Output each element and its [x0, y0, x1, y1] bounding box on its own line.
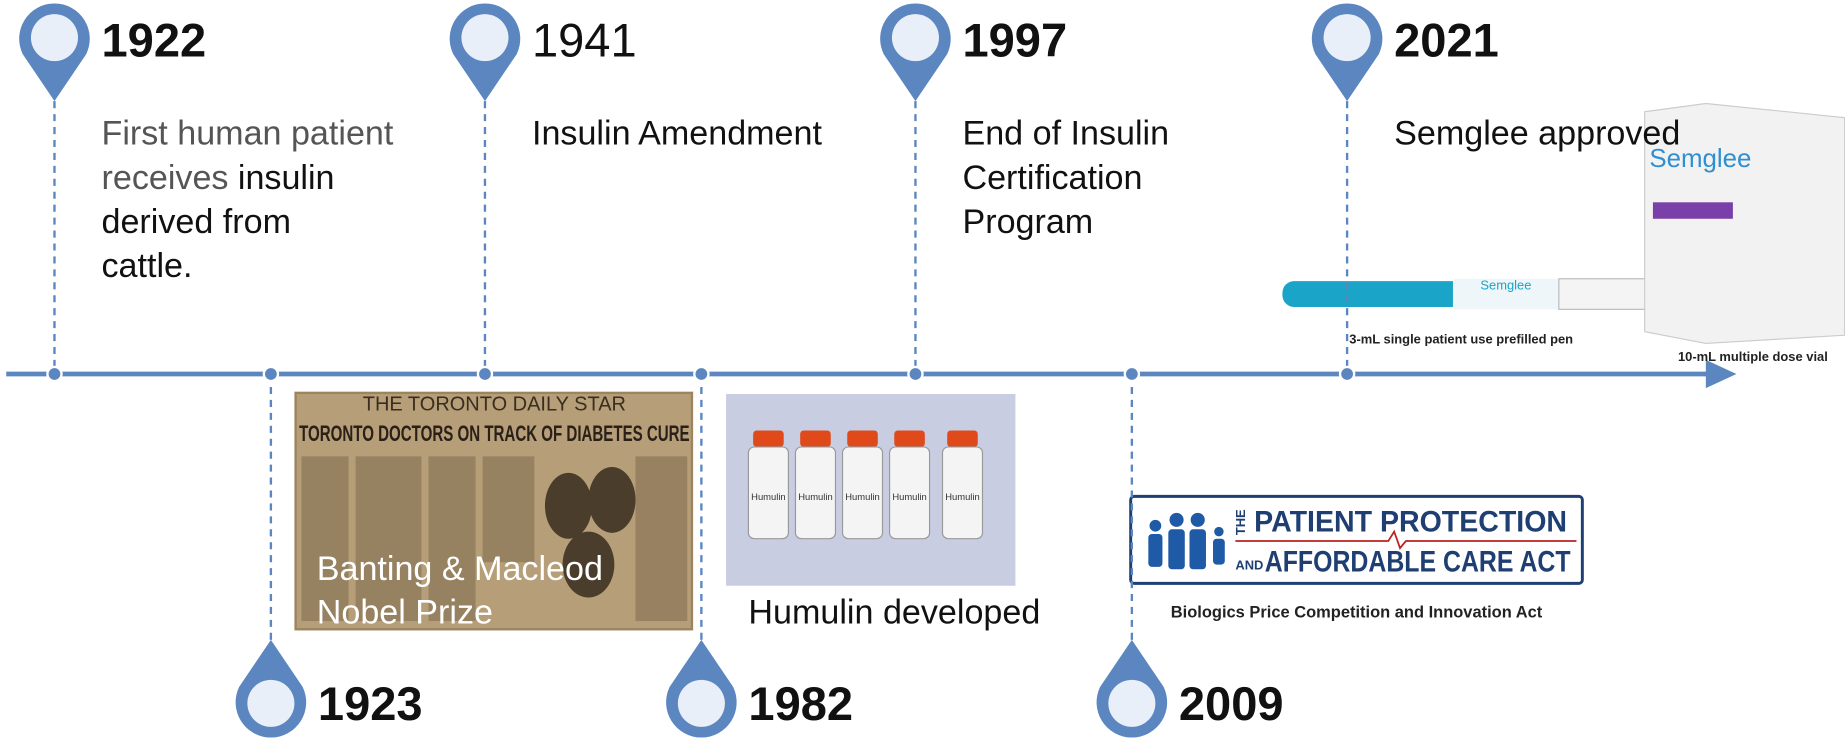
page: {"top_events": [ {"year": "1922", "text"… — [0, 0, 1845, 741]
event-text: receives — [102, 159, 229, 197]
timeline: THE TORONTO DAILY STAR TORONTO DOCTORS O… — [0, 0, 1845, 741]
event-text-line: derived from — [102, 203, 291, 241]
bottom-pin-inner — [247, 680, 294, 727]
aca-and: AND — [1235, 557, 1263, 572]
event-text: derived from — [102, 203, 291, 241]
event-caption: Banting & Macleod — [317, 550, 603, 588]
aca-line2: AFFORDABLE CARE ACT — [1265, 546, 1571, 579]
aca-logo: THE PATIENT PROTECTION AND AFFORDABLE CA… — [1131, 496, 1583, 621]
vial-label: Humulin — [798, 491, 832, 502]
event-text-line: Program — [962, 203, 1093, 241]
event-text-line: cattle. — [102, 247, 193, 285]
axis-dot — [1125, 367, 1139, 381]
top-pin-inner — [461, 14, 508, 61]
axis-dot — [908, 367, 922, 381]
vial-cap — [800, 430, 831, 446]
axis-dot — [1340, 367, 1354, 381]
pen-brand: Semglee — [1480, 277, 1531, 292]
pen-caption: 3-mL single patient use prefilled pen — [1349, 331, 1573, 346]
event-text: Semglee approved — [1394, 115, 1680, 153]
event-year: 1941 — [532, 13, 637, 66]
bottom-pin-inner — [678, 680, 725, 727]
axis-arrow — [1706, 360, 1737, 388]
event-text: Program — [962, 203, 1093, 241]
vial-label: Humulin — [751, 491, 785, 502]
top-pin-inner — [31, 14, 78, 61]
event-text: Certification — [962, 159, 1142, 197]
pen-dial — [1559, 279, 1647, 310]
event-text: cattle. — [102, 247, 193, 285]
top-pin-inner — [892, 14, 939, 61]
vial-label: Humulin — [892, 491, 926, 502]
event-text: insulin — [238, 159, 335, 197]
vial-label: Humulin — [845, 491, 879, 502]
portrait — [545, 473, 592, 539]
event-year: 1982 — [748, 677, 853, 730]
event-year: 1922 — [102, 13, 207, 66]
vials-image: Humulin Humulin Humulin Humulin Humulin — [726, 394, 1015, 586]
aca-the: THE — [1233, 509, 1248, 535]
event-text: Insulin Amendment — [532, 115, 822, 153]
axis-dot — [264, 367, 278, 381]
axis-dot — [47, 367, 61, 381]
vial-caption: 10-mL multiple dose vial — [1678, 349, 1828, 364]
event-text-line: End of Insulin — [962, 115, 1169, 153]
aca-line1: PATIENT PROTECTION — [1254, 506, 1567, 539]
portrait — [588, 467, 635, 533]
event-text-line: Insulin Amendment — [532, 115, 822, 153]
vial-cap — [847, 430, 878, 446]
vial-cap — [894, 430, 925, 446]
axis-dot — [694, 367, 708, 381]
event-year: 1997 — [962, 13, 1067, 66]
event-text: First human patient — [102, 115, 394, 153]
event-year: 1923 — [318, 677, 423, 730]
event-year: 2021 — [1394, 13, 1499, 66]
aca-caption: Biologics Price Competition and Innovati… — [1171, 604, 1543, 622]
event-caption: Nobel Prize — [317, 593, 493, 631]
newspaper-headline: TORONTO DOCTORS ON TRACK OF DIABETES CUR… — [299, 421, 690, 446]
bottom-pin-inner — [1108, 680, 1155, 727]
event-text-line: Certification — [962, 159, 1142, 197]
event-caption: Humulin developed — [748, 593, 1040, 631]
event-text-line: Semglee approved — [1394, 115, 1680, 153]
axis-dot — [478, 367, 492, 381]
vial-cap — [947, 430, 978, 446]
event-year: 2009 — [1179, 677, 1284, 730]
vial-cap — [753, 430, 784, 446]
box-band — [1653, 202, 1733, 218]
event-text: End of Insulin — [962, 115, 1169, 153]
newspaper-masthead: THE TORONTO DAILY STAR — [363, 393, 626, 415]
vial-label: Humulin — [945, 491, 979, 502]
top-pin-inner — [1324, 14, 1371, 61]
event-text-line: First human patient — [102, 115, 394, 153]
